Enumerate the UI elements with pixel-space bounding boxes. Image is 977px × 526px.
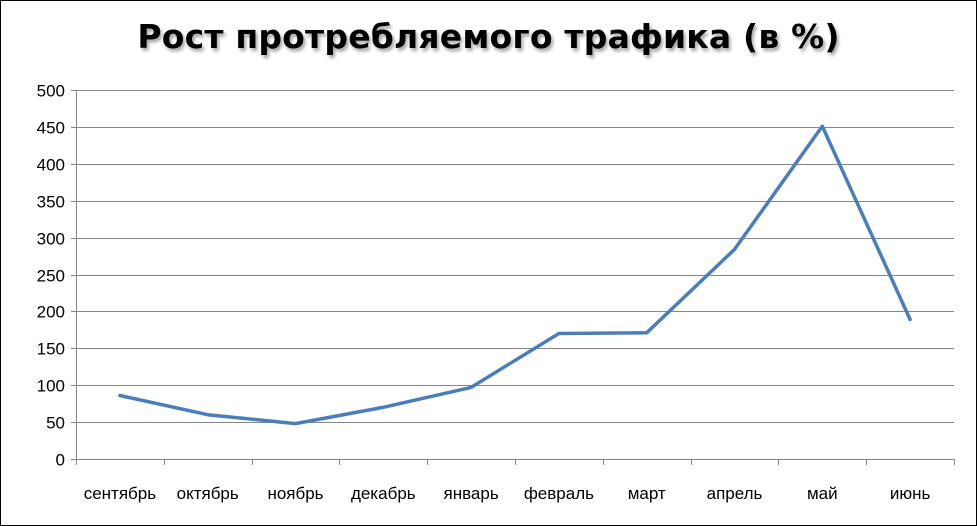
- chart-title: Рост протребляемого трафика (в %): [137, 17, 840, 56]
- x-tick-label: январь: [443, 484, 498, 503]
- x-tick-label: апрель: [707, 484, 763, 503]
- x-tick-label: март: [628, 484, 666, 503]
- y-tick-label: 400: [37, 156, 65, 175]
- y-tick-label: 250: [37, 267, 65, 286]
- gridlines: [76, 90, 954, 423]
- x-tick-label: май: [807, 484, 838, 503]
- y-tick-labels: 0 50 100 150 200 250 300 350 400 450 500: [37, 82, 65, 470]
- x-tick-label: сентябрь: [84, 484, 157, 503]
- y-tick-label: 200: [37, 303, 65, 322]
- y-tick-label: 100: [37, 377, 65, 396]
- y-tick-label: 150: [37, 340, 65, 359]
- x-tick-label: октябрь: [177, 484, 239, 503]
- x-tick-label: февраль: [524, 484, 594, 503]
- x-tick-labels: сентябрь октябрь ноябрь декабрь январь феврал…: [84, 484, 931, 503]
- x-tick-label: декабрь: [351, 484, 416, 503]
- y-tick-label: 350: [37, 193, 65, 212]
- y-tick-label: 450: [37, 119, 65, 138]
- axes: [71, 90, 955, 465]
- y-tick-label: 50: [46, 414, 65, 433]
- x-tick-label: июнь: [890, 484, 931, 503]
- x-tick-label: ноябрь: [267, 484, 323, 503]
- y-tick-label: 0: [56, 451, 65, 470]
- y-tick-label: 500: [37, 82, 65, 101]
- y-tick-label: 300: [37, 230, 65, 249]
- data-series: [118, 124, 912, 426]
- series-line: [118, 124, 912, 426]
